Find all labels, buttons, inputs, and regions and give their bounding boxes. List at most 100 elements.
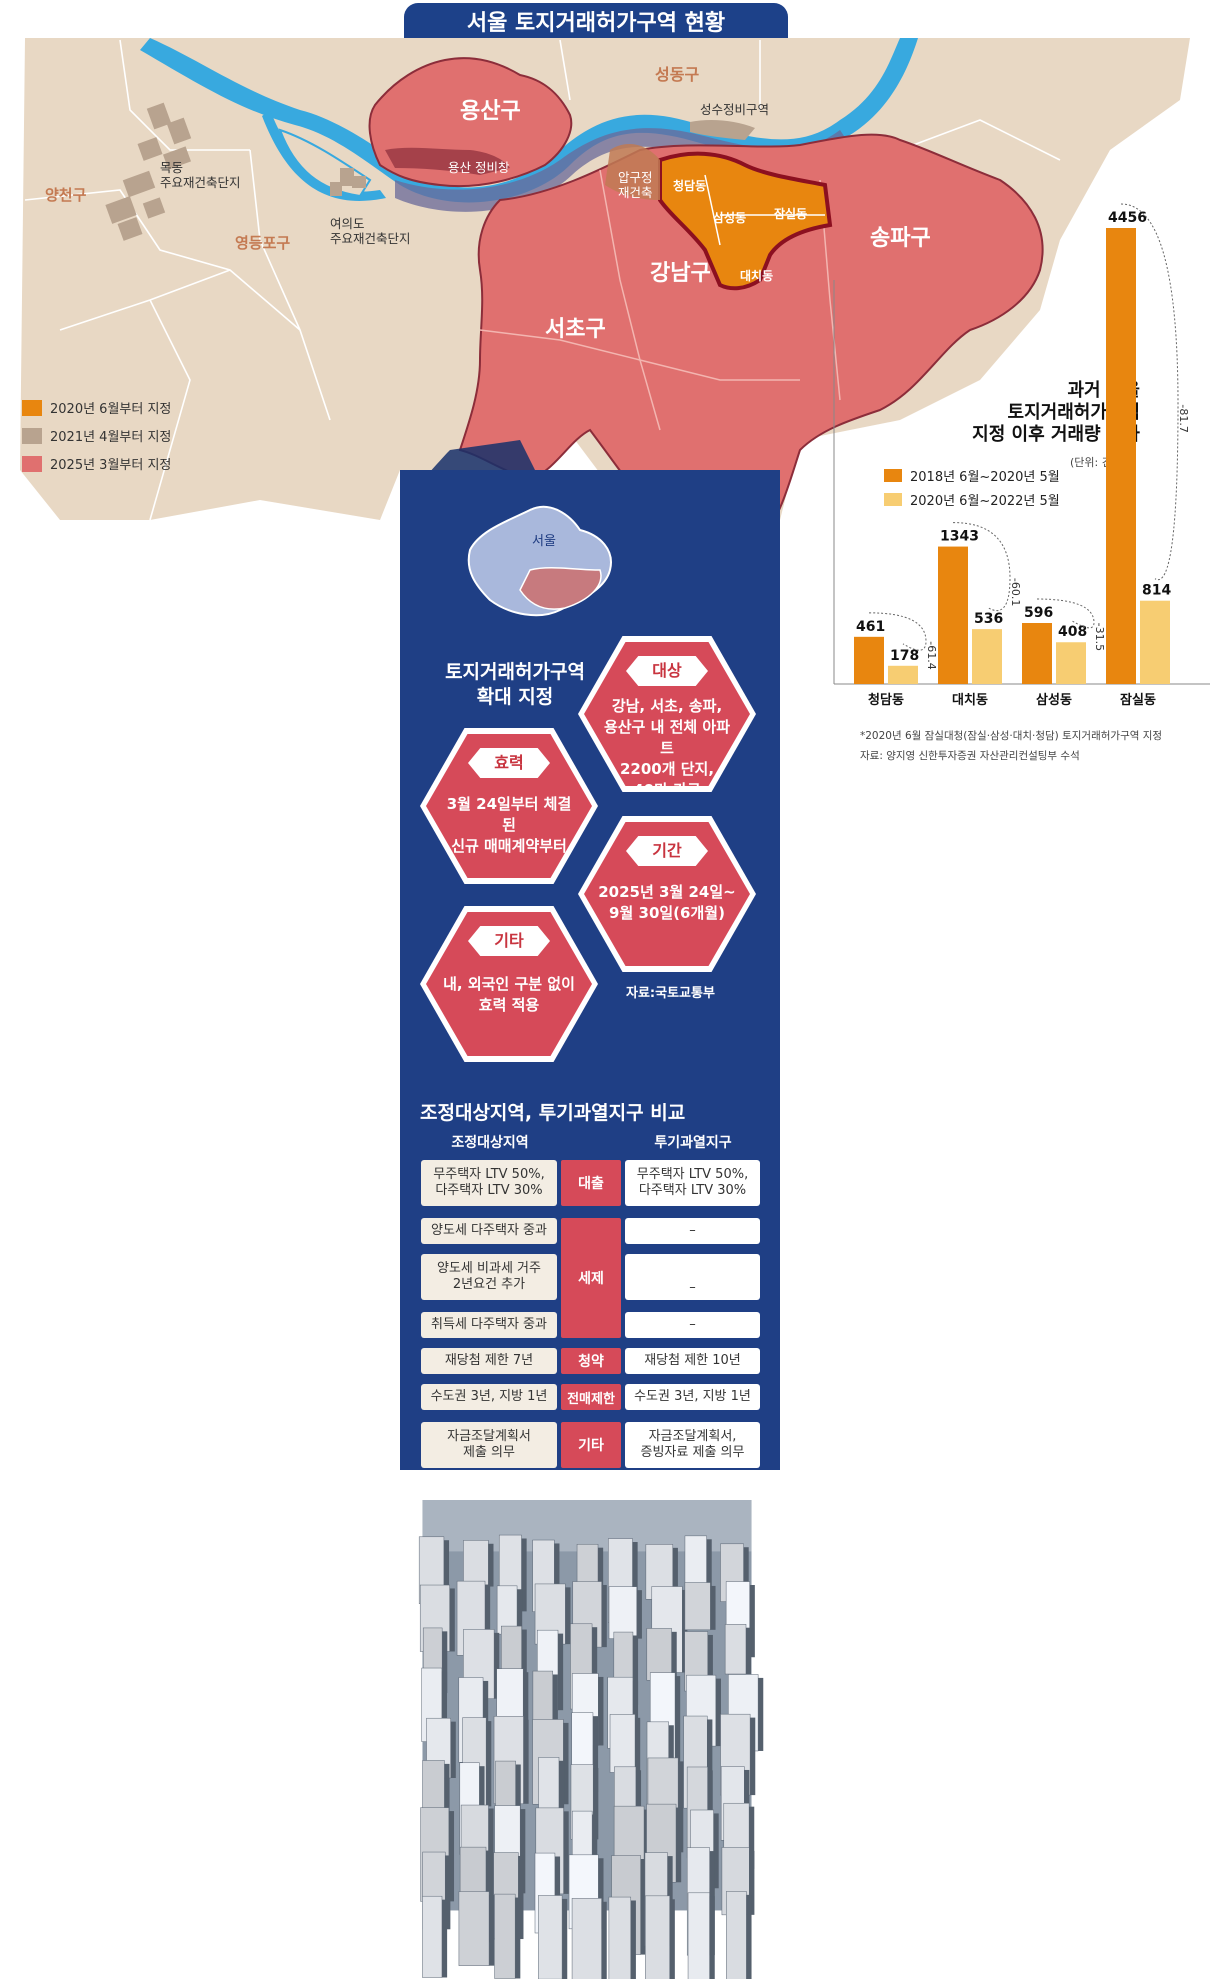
- apartment-building-shadow: [601, 1584, 607, 1648]
- hex-period-tag: 기간: [626, 836, 708, 866]
- apartment-building-shadow: [640, 1859, 646, 1955]
- apartment-building-shadow: [592, 1814, 598, 1881]
- comparison-right-header: 투기과열지구: [654, 1135, 732, 1151]
- apartment-building: [571, 1898, 602, 1979]
- apartment-building-shadow: [450, 1721, 456, 1779]
- apartment-building-shadow: [489, 1895, 495, 1966]
- apartment-building-shadow: [523, 1672, 529, 1734]
- apartment-building: [684, 1582, 711, 1631]
- label-jamsil: 잠실동: [774, 206, 807, 221]
- apartment-building-shadow: [442, 1631, 448, 1694]
- comparison-left-cell: 양도세 다주택자 중과: [421, 1218, 557, 1244]
- x-tick-label: 청담동: [868, 692, 904, 708]
- change-percent-label: -31.5: [1093, 623, 1106, 651]
- label-yongsan-yard: 용산 정비창: [448, 160, 510, 175]
- comparison-right-cell: 자금조달계획서, 증빙자료 제출 의무: [625, 1422, 760, 1468]
- han-river: [140, 38, 918, 203]
- apartment-building-shadow: [563, 1722, 569, 1805]
- x-tick-label: 삼성동: [1036, 692, 1072, 708]
- apartment-building-shadow: [518, 1855, 524, 1940]
- chart-legend-swatch-1: [884, 469, 902, 482]
- apartment-building-shadow: [444, 1763, 450, 1838]
- apartment-building-shadow: [678, 1761, 684, 1853]
- chart-legend-label-2: 2020년 6월~2022년 5월: [910, 494, 1060, 509]
- comparison-right-cell: –: [625, 1218, 760, 1244]
- apartment-building-shadow: [494, 1632, 500, 1699]
- comparison-left-cell: 무주택자 LTV 50%, 다주택자 LTV 30%: [421, 1160, 557, 1206]
- apartment-building-shadow: [598, 1676, 604, 1746]
- apartment-building: [458, 1891, 490, 1966]
- apartment-building-shadow: [707, 1719, 713, 1809]
- apartment-building-shadow: [557, 1633, 564, 1711]
- legend-2021: 2021년 4월부터 지정: [22, 426, 171, 445]
- apartment-building-shadow: [669, 1899, 675, 1979]
- apartment-building: [608, 1586, 638, 1639]
- apartment-building-shadow: [743, 1547, 749, 1602]
- apartment-building-shadow: [745, 1627, 752, 1675]
- bar-value-label-1: 461: [856, 619, 885, 635]
- apartment-building-shadow: [449, 1588, 455, 1652]
- hex-period: 기간 2025년 3월 24일~ 9월 30일(6개월): [578, 816, 756, 972]
- category-other: 기타: [561, 1422, 621, 1468]
- comparison-left-cell: 취득세 다주택자 중과: [421, 1312, 557, 1338]
- apartment-building-shadow: [635, 1717, 641, 1773]
- expansion-source: 자료:국토교통부: [626, 986, 715, 1001]
- apartment-building-shadow: [485, 1584, 491, 1656]
- apartment-building-shadow: [520, 1809, 526, 1894]
- apartment-building: [645, 1895, 670, 1979]
- label-daechi: 대치동: [740, 268, 773, 283]
- apartment-building-shadow: [565, 1587, 571, 1645]
- apartment-building: [538, 1895, 563, 1979]
- comparison-title: 조정대상지역, 투기과열지구 비교: [420, 1102, 686, 1124]
- apartment-building-shadow: [515, 1897, 521, 1979]
- legend-label-2021: 2021년 4월부터 지정: [50, 430, 172, 445]
- apartment-building-shadow: [598, 1547, 604, 1590]
- apartment-building: [646, 1628, 672, 1681]
- hex-target-text: 강남, 서초, 송파, 용산구 내 전체 아파트 2200개 단지, 40만 가…: [603, 697, 731, 799]
- bar-series-2: [1140, 600, 1170, 684]
- apartment-building-shadow: [707, 1634, 713, 1692]
- apartment-building-shadow: [672, 1547, 678, 1600]
- bar-series-1: [938, 546, 968, 684]
- x-tick-label: 대치동: [952, 692, 988, 708]
- apartment-building-shadow: [746, 1894, 752, 1979]
- apartment-building-shadow: [448, 1811, 455, 1902]
- apartment-building: [724, 1624, 747, 1675]
- apartment-building-shadow: [443, 1540, 450, 1604]
- apartment-building: [422, 1895, 443, 1978]
- chart-legend-label-1: 2018년 6월~2020년 5월: [910, 470, 1060, 485]
- seongsu-zone: [690, 120, 755, 140]
- label-samseong: 삼성동: [713, 210, 746, 225]
- apartment-building-shadow: [488, 1543, 494, 1587]
- comparison-left-cell: 수도권 3년, 지방 1년: [421, 1384, 557, 1410]
- comparison-left-cell: 양도세 비과세 거주 2년요건 추가: [421, 1254, 557, 1300]
- comparison-source: 자료:국토교통부: [676, 1478, 759, 1492]
- comparison-right-cell: 수도권 3년, 지방 1년: [625, 1384, 760, 1410]
- category-subscription: 청약: [561, 1348, 621, 1374]
- bar-value-label-2: 814: [1142, 583, 1171, 599]
- bar-value-label-1: 596: [1024, 605, 1053, 621]
- apartment-building-shadow: [515, 1764, 521, 1839]
- legend-2020: 2020년 6월부터 지정: [22, 398, 171, 417]
- chart-legend-swatch-2: [884, 493, 902, 506]
- legend-label-2020: 2020년 6월부터 지정: [50, 402, 172, 417]
- chart-legend-series-2: 2020년 6월~2022년 5월: [884, 490, 1060, 509]
- apartment-building-shadow: [593, 1768, 599, 1840]
- apartment-building-shadow: [710, 1585, 716, 1630]
- comparison-right-cell: 재당첨 제한 10년: [625, 1348, 760, 1374]
- apartment-building-shadow: [676, 1807, 682, 1883]
- apartment-building-shadow: [749, 1806, 755, 1869]
- apartment-building-shadow: [562, 1898, 568, 1979]
- apartment-building-shadow: [750, 1717, 756, 1796]
- comparison-right-cell: –: [625, 1312, 760, 1338]
- apartment-building-shadow: [521, 1629, 527, 1710]
- apartment-building: [494, 1893, 516, 1979]
- apartment-building-shadow: [552, 1674, 558, 1728]
- legend-label-2025: 2025년 3월부터 지정: [50, 458, 172, 473]
- comparison-right-cell: –: [625, 1254, 760, 1300]
- hex-effect-tag: 효력: [468, 748, 550, 778]
- apartment-building-shadow: [445, 1855, 451, 1930]
- apartment-building-shadow: [749, 1585, 755, 1658]
- seoul-inset-highlight: [519, 567, 602, 610]
- apartment-building-shadow: [675, 1676, 681, 1765]
